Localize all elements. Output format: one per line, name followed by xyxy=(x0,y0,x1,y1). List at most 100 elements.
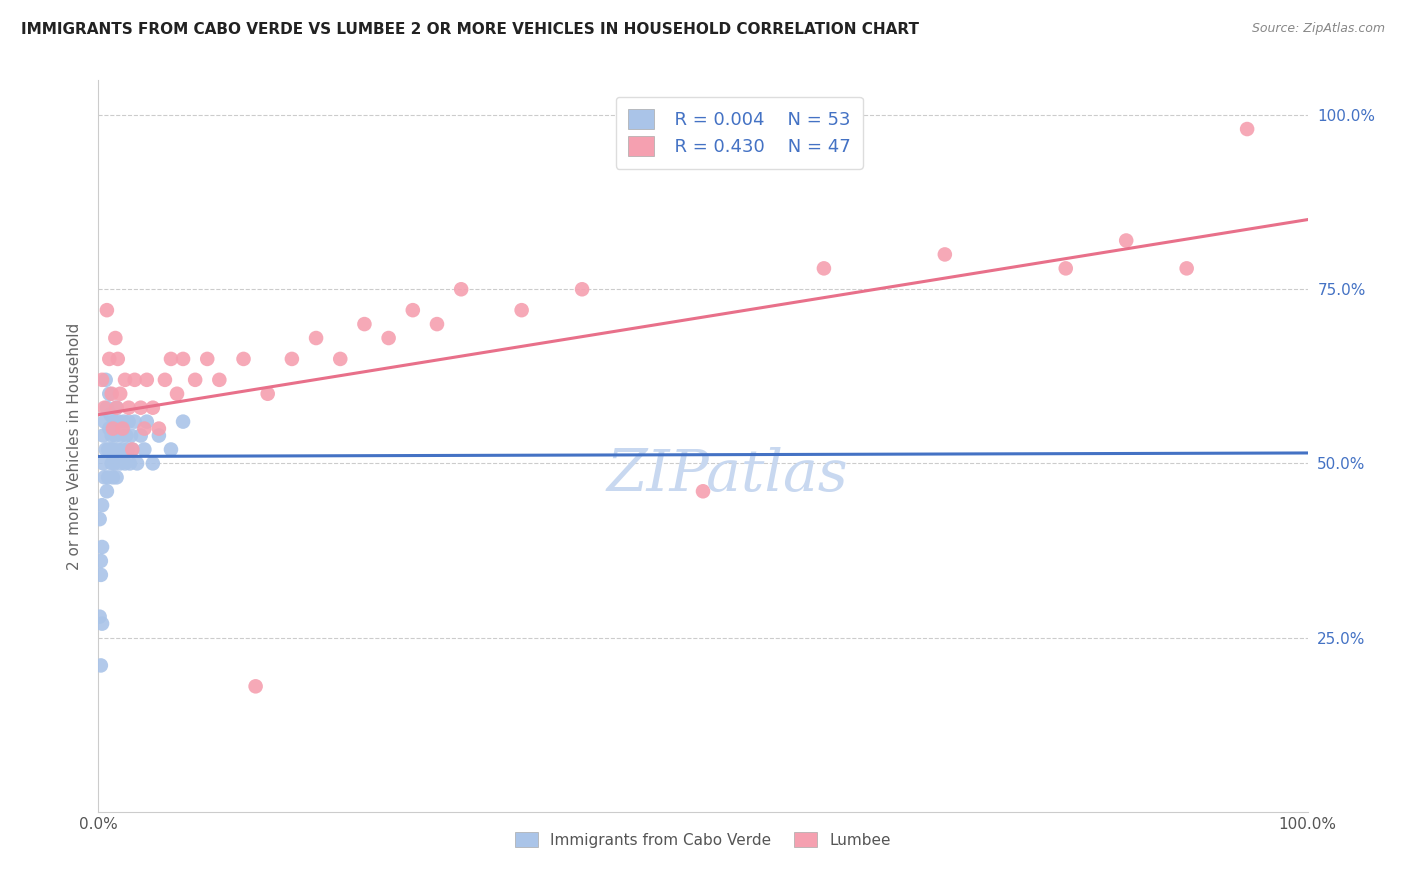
Point xyxy=(90,567,112,582)
Point xyxy=(105,401,128,415)
Point xyxy=(103,457,125,471)
Point xyxy=(172,351,194,366)
Point xyxy=(89,512,111,526)
Point xyxy=(89,609,111,624)
Point xyxy=(107,351,129,366)
Point xyxy=(184,373,207,387)
Text: IMMIGRANTS FROM CABO VERDE VS LUMBEE 2 OR MORE VEHICLES IN HOUSEHOLD CORRELATION: IMMIGRANTS FROM CABO VERDE VS LUMBEE 2 O… xyxy=(21,22,920,37)
Point xyxy=(110,428,132,442)
Point xyxy=(329,351,352,366)
Point xyxy=(148,421,170,435)
Point xyxy=(96,303,118,318)
Point xyxy=(813,261,835,276)
Point xyxy=(134,442,156,457)
Point xyxy=(98,351,121,366)
Point xyxy=(108,386,131,401)
Point xyxy=(153,373,176,387)
Point xyxy=(450,282,472,296)
Point xyxy=(105,470,128,484)
Point xyxy=(121,442,143,457)
Legend: Immigrants from Cabo Verde, Lumbee: Immigrants from Cabo Verde, Lumbee xyxy=(508,824,898,855)
Point xyxy=(100,408,122,422)
Text: Source: ZipAtlas.com: Source: ZipAtlas.com xyxy=(1251,22,1385,36)
Point xyxy=(97,442,120,457)
Point xyxy=(100,428,122,442)
Point xyxy=(114,373,136,387)
Point xyxy=(98,421,121,435)
Point xyxy=(934,247,956,261)
Point xyxy=(1175,261,1198,276)
Point xyxy=(118,415,141,429)
Point xyxy=(101,442,124,457)
Text: ZIPatlas: ZIPatlas xyxy=(606,447,848,503)
Point xyxy=(353,317,375,331)
Point xyxy=(93,415,115,429)
Point xyxy=(93,470,115,484)
Point xyxy=(245,679,267,693)
Point xyxy=(101,421,124,435)
Point xyxy=(103,415,125,429)
Point xyxy=(571,282,593,296)
Point xyxy=(256,386,278,401)
Point xyxy=(692,484,714,499)
Point xyxy=(114,457,136,471)
Point xyxy=(1236,122,1258,136)
Point xyxy=(90,554,112,568)
Point xyxy=(91,498,114,512)
Point xyxy=(105,401,128,415)
Point xyxy=(111,442,134,457)
Point xyxy=(100,386,122,401)
Point xyxy=(377,331,399,345)
Point xyxy=(91,428,114,442)
Point xyxy=(166,386,188,401)
Point xyxy=(90,658,112,673)
Point xyxy=(96,401,118,415)
Point xyxy=(112,415,135,429)
Point xyxy=(305,331,328,345)
Point xyxy=(91,616,114,631)
Point xyxy=(108,457,131,471)
Point xyxy=(118,401,141,415)
Point xyxy=(281,351,304,366)
Point xyxy=(115,428,138,442)
Point xyxy=(129,401,152,415)
Point xyxy=(172,415,194,429)
Point xyxy=(160,351,183,366)
Point xyxy=(107,442,129,457)
Point xyxy=(97,470,120,484)
Point xyxy=(134,421,156,435)
Point xyxy=(160,442,183,457)
Point xyxy=(91,373,114,387)
Point xyxy=(118,457,141,471)
Point xyxy=(121,442,143,457)
Point xyxy=(510,303,533,318)
Point xyxy=(91,457,114,471)
Point xyxy=(127,457,149,471)
Point xyxy=(100,457,122,471)
Point xyxy=(91,540,114,554)
Point xyxy=(94,442,117,457)
Point xyxy=(94,373,117,387)
Point xyxy=(104,428,127,442)
Point xyxy=(100,442,122,457)
Point xyxy=(142,457,165,471)
Point xyxy=(124,373,146,387)
Point xyxy=(208,373,231,387)
Point xyxy=(93,401,115,415)
Point xyxy=(148,428,170,442)
Point xyxy=(142,401,165,415)
Point xyxy=(1115,234,1137,248)
Point xyxy=(117,442,139,457)
Point xyxy=(232,351,254,366)
Point xyxy=(124,415,146,429)
Point xyxy=(426,317,449,331)
Point xyxy=(1054,261,1077,276)
Point xyxy=(120,428,142,442)
Point xyxy=(135,373,157,387)
Point xyxy=(402,303,425,318)
Point xyxy=(111,421,134,435)
Point xyxy=(96,484,118,499)
Point xyxy=(108,415,131,429)
Point xyxy=(195,351,218,366)
Point xyxy=(98,386,121,401)
